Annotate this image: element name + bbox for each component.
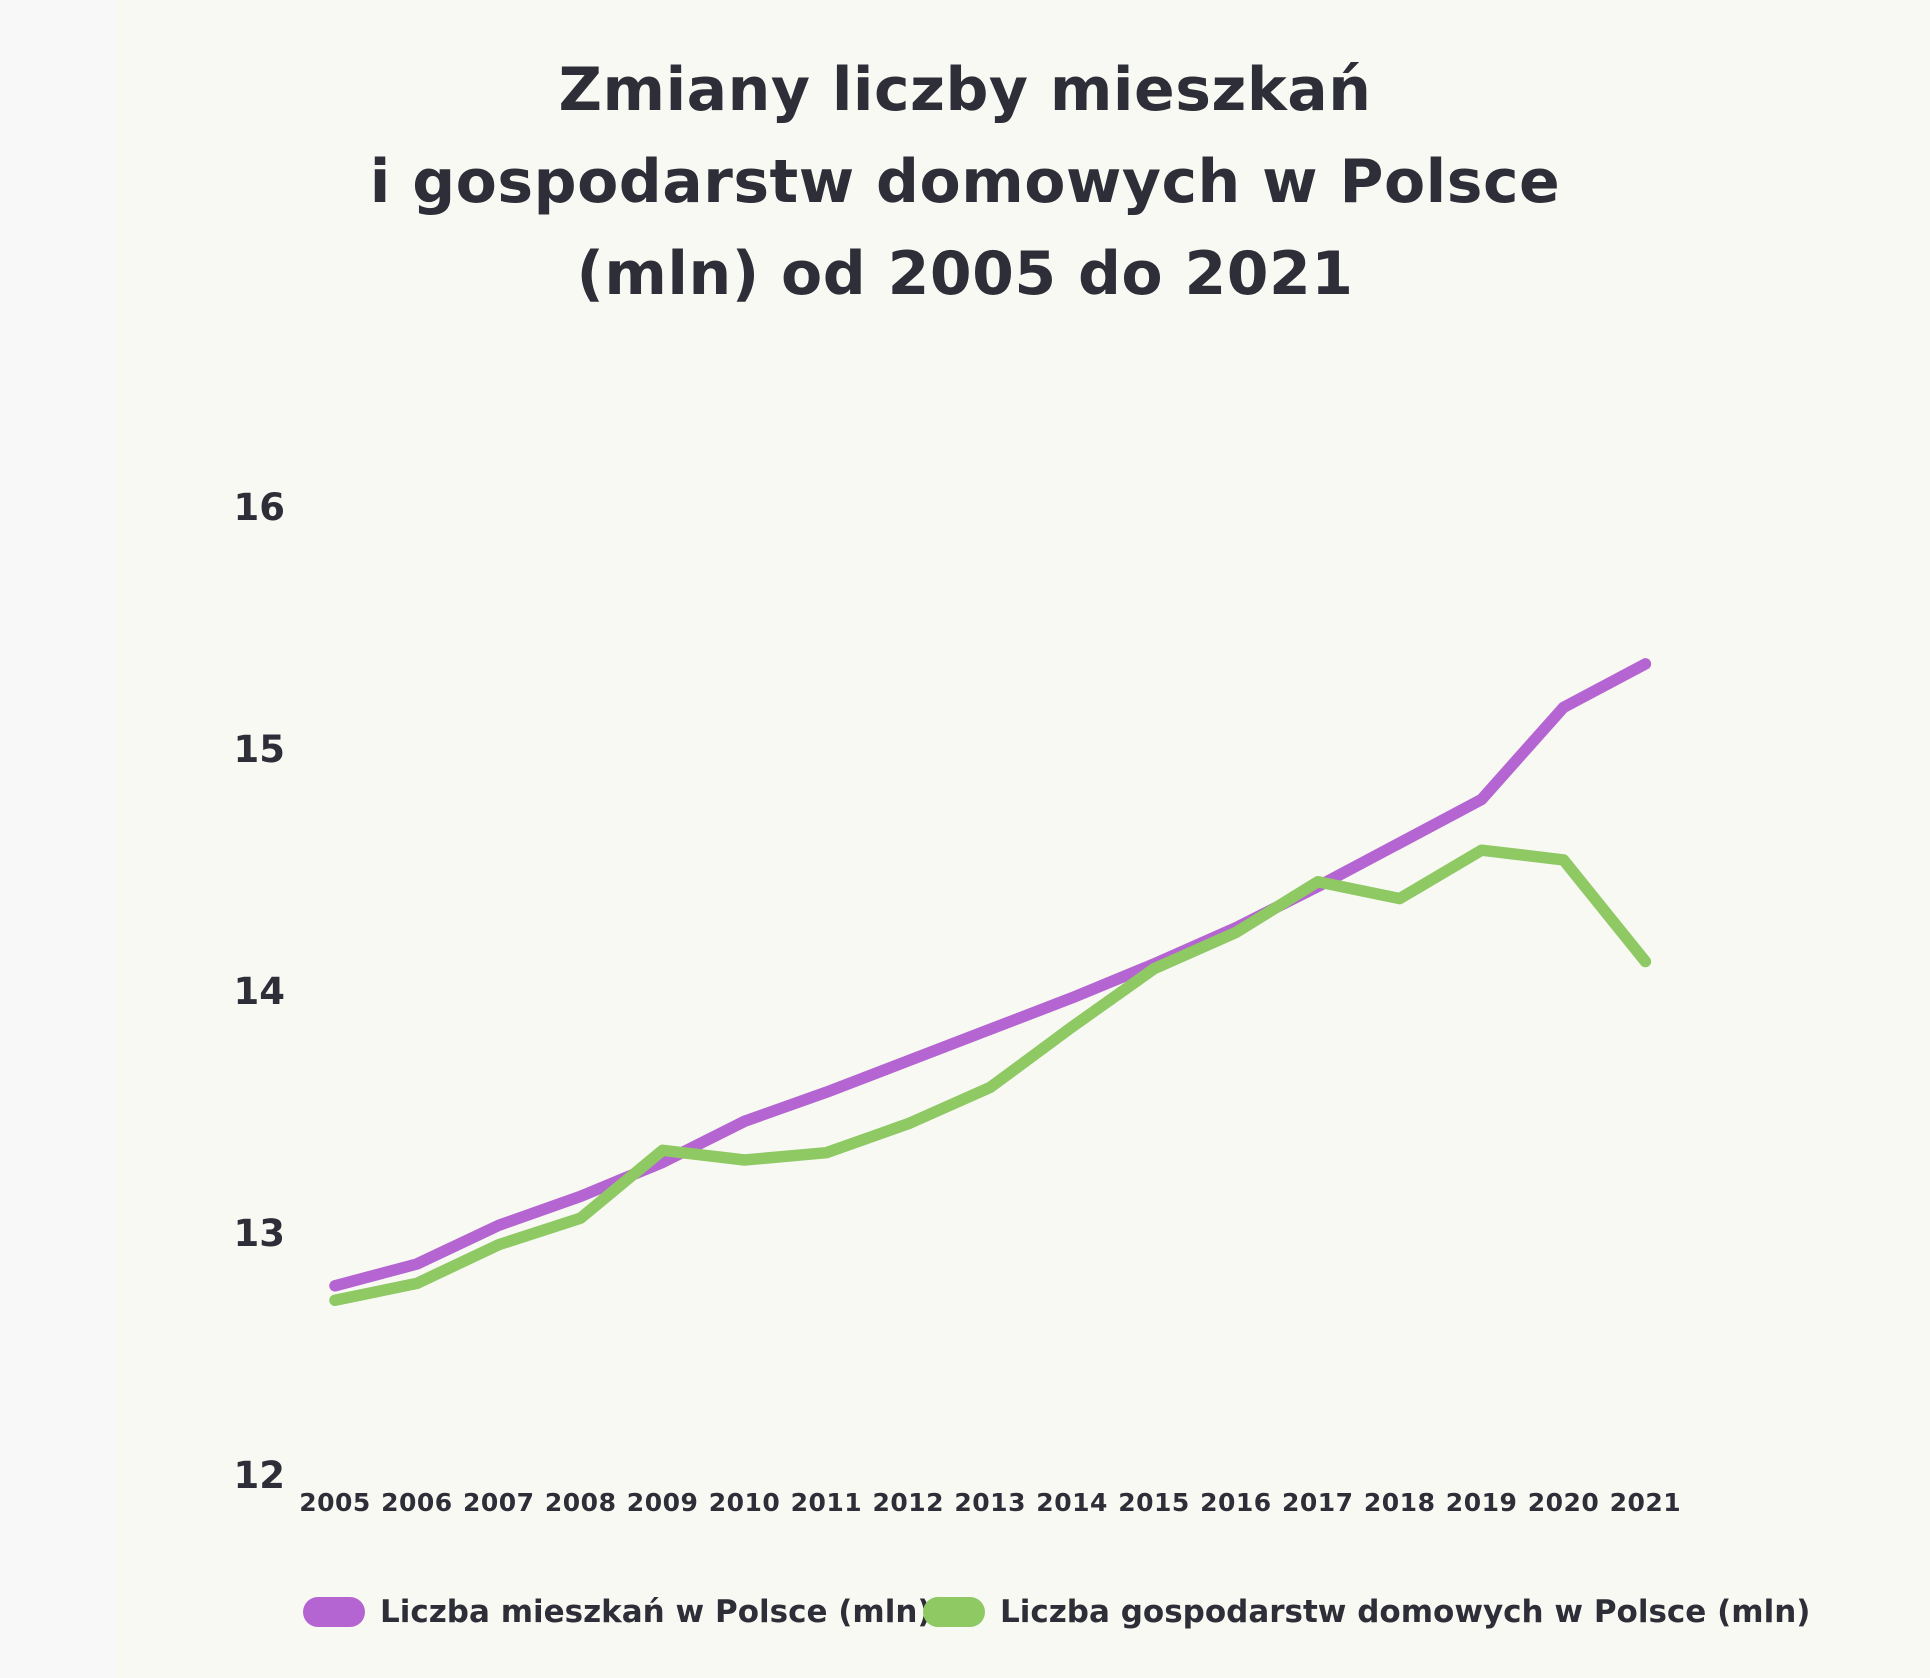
legend-item-gospodarstwa: Liczba gospodarstw domowych w Polsce (ml… <box>923 1593 1810 1631</box>
x-tick-2015: 2015 <box>1118 1488 1190 1517</box>
chart-title-line-3: (mln) od 2005 do 2021 <box>576 239 1354 309</box>
x-tick-2020: 2020 <box>1527 1488 1600 1517</box>
gospodarstwa-line <box>329 844 1652 1307</box>
legend-item-mieszkania: Liczba mieszkań w Polsce (mln) <box>303 1593 932 1631</box>
x-tick-2021: 2021 <box>1609 1488 1682 1517</box>
x-tick-2005: 2005 <box>299 1488 371 1517</box>
mieszkania-legend-label: Liczba mieszkań w Polsce (mln) <box>380 1594 932 1630</box>
mieszkania-line <box>329 658 1652 1292</box>
x-tick-2006: 2006 <box>381 1488 453 1517</box>
x-tick-2012: 2012 <box>872 1488 945 1517</box>
chart-title-line-2: i gospodarstw domowych w Polsce <box>369 147 1561 217</box>
y-tick-13: 13 <box>233 1212 286 1255</box>
y-tick-16: 16 <box>233 486 286 529</box>
chart-legend: Liczba mieszkań w Polsce (mln) Liczba go… <box>0 1593 1930 1631</box>
y-tick-12: 12 <box>233 1454 286 1497</box>
x-tick-2009: 2009 <box>626 1488 699 1517</box>
x-tick-2016: 2016 <box>1200 1488 1272 1517</box>
gospodarstwa-legend-swatch <box>923 1597 985 1627</box>
mieszkania-legend-swatch <box>303 1597 365 1627</box>
x-tick-2007: 2007 <box>463 1488 535 1517</box>
x-tick-2017: 2017 <box>1282 1488 1354 1517</box>
y-tick-14: 14 <box>233 970 286 1013</box>
x-tick-2013: 2013 <box>954 1488 1026 1517</box>
x-tick-2011: 2011 <box>790 1488 863 1517</box>
x-tick-2018: 2018 <box>1363 1488 1436 1517</box>
gospodarstwa-legend-label: Liczba gospodarstw domowych w Polsce (ml… <box>1000 1594 1811 1630</box>
chart-title-line-1: Zmiany liczby mieszkań <box>558 55 1372 125</box>
x-tick-2008: 2008 <box>544 1488 617 1517</box>
y-tick-15: 15 <box>233 728 286 771</box>
x-tick-2014: 2014 <box>1036 1488 1108 1517</box>
left-margin-band <box>0 0 116 1678</box>
x-tick-2019: 2019 <box>1445 1488 1518 1517</box>
x-tick-2010: 2010 <box>708 1488 781 1517</box>
chart-title: Zmiany liczby mieszkań i gospodarstw dom… <box>0 44 1930 320</box>
